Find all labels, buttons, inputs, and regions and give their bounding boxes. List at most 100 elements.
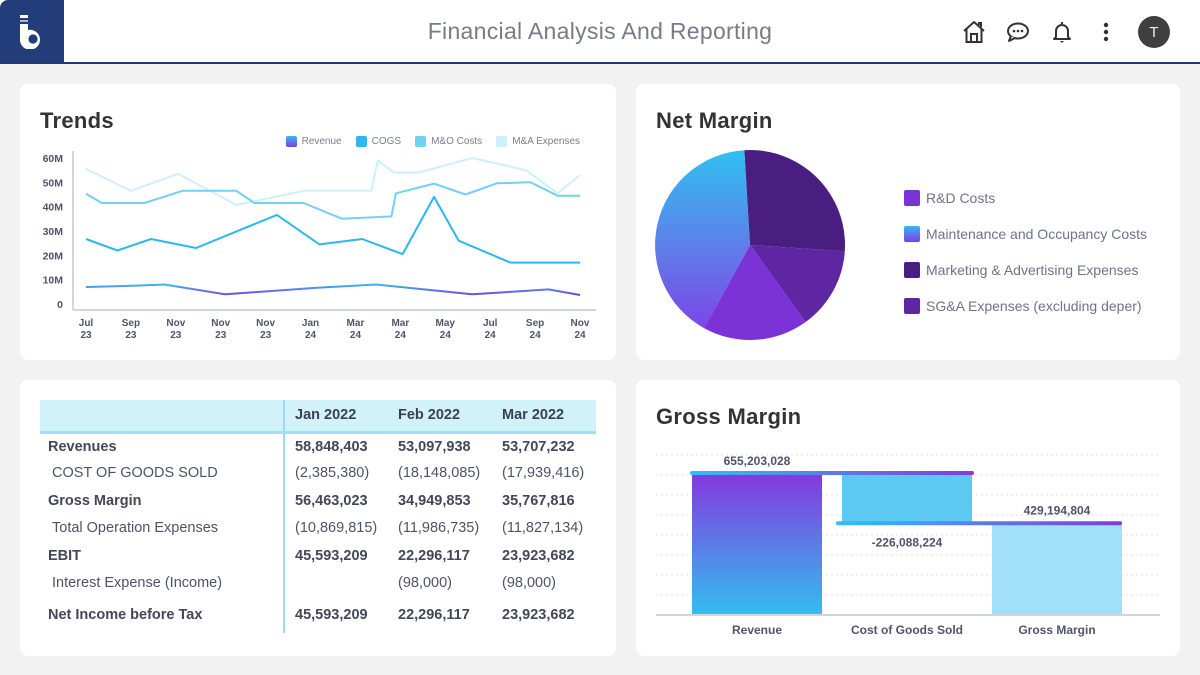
header-actions: T (952, 14, 1170, 50)
trends-title: Trends (40, 108, 114, 133)
y-tick-label: 30M (43, 226, 64, 238)
legend-item-mo-costs[interactable]: M&O Costs (415, 136, 482, 147)
data-label: 655,203,028 (724, 454, 791, 468)
notifications-button[interactable] (1040, 14, 1084, 50)
net-margin-title: Net Margin (656, 108, 773, 133)
legend-swatch (904, 190, 920, 206)
table-row[interactable]: Gross Margin 56,463,023 34,949,853 35,767,8… (40, 487, 596, 515)
pie-slice-r-d-costs[interactable] (704, 245, 806, 340)
x-tick-label: Cost of Goods Sold (851, 623, 963, 637)
series-line-cogs[interactable] (85, 195, 580, 264)
y-tick-label: 20M (43, 250, 64, 262)
cell-value: 45,593,209 (283, 542, 388, 570)
chat-icon (1007, 22, 1029, 42)
financial-table-card: Jan 2022 Feb 2022 Mar 2022 Revenues 58,84… (20, 380, 616, 656)
x-tick-label: Jul 23 (79, 318, 94, 341)
x-tick-label: Mar 24 (391, 318, 409, 341)
legend-label: Marketing & Advertising Expenses (926, 262, 1139, 278)
row-label: Revenues (48, 438, 117, 455)
series-line-m-o-costs[interactable] (85, 181, 580, 220)
row-label: COST OF GOODS SOLD (52, 465, 218, 482)
legend-item-sga-expenses[interactable]: SG&A Expenses (excluding deper) (904, 288, 1147, 324)
trends-chart: 0 10M 20M 30M 40M 50M 60M Jul 23 Sep 23 Nov 23 Nov 23… (43, 151, 596, 341)
x-tick-label: Revenue (732, 623, 782, 637)
y-tick-label: 60M (43, 153, 64, 165)
row-label: Gross Margin (48, 492, 142, 509)
column-header-mar-2022[interactable]: Mar 2022 (492, 400, 596, 434)
table-row[interactable]: EBIT 45,593,209 22,296,117 23,923,682 (40, 542, 596, 570)
x-tick-label: Sep 24 (526, 318, 544, 341)
column-header-label (40, 400, 284, 434)
net-margin-card: Net Margin R&D Costs Maintenance and Occ… (636, 84, 1180, 360)
gross-margin-waterfall-chart: 655,203,028 -226,088,224 429,194,804 Revenu… (656, 454, 1160, 637)
row-label: Total Operation Expenses (52, 520, 219, 537)
legend-item-ma-expenses[interactable]: M&A Expenses (496, 136, 580, 147)
top-bar: Financial Analysis And Reporting (0, 0, 1200, 64)
legend-item-rd-costs[interactable]: R&D Costs (904, 180, 1147, 216)
cell-value: (98,000) (398, 575, 453, 592)
connector-line (690, 471, 974, 475)
table-row[interactable]: Revenues 58,848,403 53,097,938 53,707,232 (40, 432, 596, 460)
x-tick-label: Nov 23 (166, 318, 185, 341)
legend-label: Revenue (301, 136, 342, 147)
app-logo[interactable] (0, 0, 64, 62)
cell-value: (10,869,815) (283, 514, 388, 542)
table-row[interactable]: Total Operation Expenses (10,869,815) (11,… (40, 514, 596, 542)
net-margin-pie-chart (655, 150, 846, 340)
home-button[interactable] (952, 14, 996, 50)
bar-gross-margin[interactable] (992, 523, 1122, 615)
cell-value: 56,463,023 (283, 487, 388, 515)
data-label: -226,088,224 (872, 535, 943, 549)
legend-label: M&A Expenses (512, 136, 580, 147)
y-tick-label: 10M (43, 275, 64, 287)
legend-label: M&O Costs (431, 136, 483, 147)
user-avatar[interactable]: T (1138, 16, 1170, 48)
legend-item-maintenance-occupancy[interactable]: Maintenance and Occupancy Costs (904, 216, 1147, 252)
column-header-feb-2022[interactable]: Feb 2022 (388, 400, 492, 434)
net-margin-legend: R&D Costs Maintenance and Occupancy Cost… (904, 180, 1147, 324)
x-tick-label: Jul 24 (483, 318, 498, 341)
pie-slice-sg-a-expenses-excluding-deper[interactable] (750, 245, 845, 322)
legend-swatch (285, 136, 297, 147)
legend-item-cogs[interactable]: COGS (355, 136, 402, 147)
table-row[interactable]: Interest Expense (Income) (98,000) (98,000… (40, 569, 596, 597)
x-tick-label: Gross Margin (1018, 623, 1095, 637)
x-tick-label: Nov 23 (211, 318, 230, 341)
x-tick-label: Nov 24 (571, 318, 590, 341)
trends-legend: Revenue COGS M&O Costs M&A Expenses (285, 136, 580, 147)
home-icon (963, 21, 985, 43)
legend-label: COGS (371, 136, 402, 147)
legend-swatch (904, 262, 920, 278)
legend-swatch (904, 226, 920, 242)
y-tick-label: 40M (43, 202, 64, 214)
table-row[interactable]: COST OF GOODS SOLD (2,385,380) (18,148,085… (40, 459, 596, 487)
series-line-m-a-expenses[interactable] (85, 157, 581, 206)
x-tick-label: Sep 23 (122, 318, 140, 341)
more-vertical-icon (1103, 22, 1109, 42)
legend-item-revenue[interactable]: Revenue (285, 136, 342, 147)
legend-item-marketing-advertising[interactable]: Marketing & Advertising Expenses (904, 252, 1147, 288)
row-label: Net Income before Tax (48, 607, 203, 623)
column-header-jan-2022[interactable]: Jan 2022 (283, 400, 388, 434)
cell-value: (2,385,380) (283, 459, 388, 487)
table-header-row: Jan 2022 Feb 2022 Mar 2022 (40, 400, 596, 434)
series-line-revenue[interactable] (85, 283, 581, 296)
gross-margin-card: Gross Margin 655,203,028 -226,088,224 429,… (636, 380, 1180, 656)
cell-value (283, 569, 388, 597)
bar-cost-of-goods-sold[interactable] (842, 475, 972, 524)
legend-swatch (355, 136, 367, 147)
pie-slice-marketing-advertising-expenses[interactable] (744, 150, 846, 252)
cell-value: 23,923,682 (502, 607, 575, 623)
x-tick-label: Jan 24 (302, 318, 319, 341)
table-row[interactable]: Net Income before Tax 45,593,209 22,296,11… (40, 597, 596, 633)
chat-button[interactable] (996, 14, 1040, 50)
cell-value: 45,593,209 (283, 597, 388, 633)
legend-swatch (415, 136, 427, 147)
legend-label: R&D Costs (926, 190, 996, 206)
pie-slice-maintenance-and-occupancy-costs[interactable] (655, 150, 750, 329)
more-options-button[interactable] (1084, 14, 1128, 50)
cell-value: 23,923,682 (502, 547, 575, 564)
cell-value: (18,148,085) (398, 465, 481, 482)
x-tick-label: Mar 24 (347, 318, 365, 341)
bar-revenue[interactable] (692, 475, 822, 615)
